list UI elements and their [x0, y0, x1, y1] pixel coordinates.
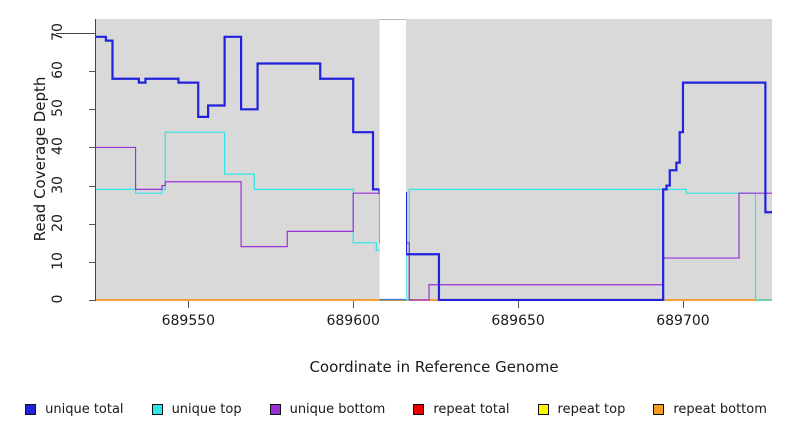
y-tick-mark: [89, 33, 96, 34]
plot-panel: [96, 19, 772, 301]
panel-background: [96, 19, 772, 301]
y-tick-mark: [89, 223, 96, 225]
x-tick-mark: [353, 301, 355, 308]
y-tick-label: 0: [50, 294, 66, 304]
y-tick-label: 30: [50, 175, 66, 194]
legend-item: repeat top: [537, 401, 626, 417]
series-line-unique-top: [96, 131, 772, 301]
legend-swatch-icon: [25, 403, 37, 415]
legend-item: unique bottom: [269, 401, 386, 417]
legend-swatch-icon: [151, 403, 163, 415]
legend: unique total unique top unique bottom repea…: [0, 398, 792, 420]
x-tick-label: 689650: [491, 313, 545, 329]
y-tick-label: 50: [50, 99, 66, 118]
y-tick-label: 20: [50, 213, 66, 232]
y-tick-label: 10: [50, 251, 66, 270]
y-tick-mark: [89, 185, 96, 187]
x-tick-label: 689550: [161, 313, 216, 329]
x-tick-mark: [682, 301, 684, 308]
y-tick-mark: [89, 261, 96, 263]
legend-item: unique total: [25, 401, 124, 417]
x-tick-label: 689600: [326, 313, 380, 329]
x-tick-mark: [188, 301, 190, 308]
legend-swatch-icon: [269, 403, 281, 415]
y-tick-mark: [89, 300, 96, 301]
y-tick-mark: [89, 147, 96, 149]
plot-canvas: [96, 19, 772, 301]
y-tick-label: 40: [50, 137, 66, 156]
legend-label: repeat top: [557, 401, 626, 417]
x-axis-title: Coordinate in Reference Genome: [309, 358, 559, 376]
legend-swatch-icon: [413, 403, 425, 415]
x-tick-label: 689700: [656, 313, 710, 329]
no-data-gap: [379, 19, 406, 300]
y-tick-label: 70: [50, 23, 66, 41]
legend-label: unique total: [45, 401, 124, 417]
series-line-unique-total: [96, 35, 772, 301]
legend-swatch-icon: [537, 403, 549, 415]
y-tick-mark: [89, 109, 96, 111]
legend-label: repeat total: [433, 401, 510, 417]
legend-item: repeat bottom: [653, 402, 767, 417]
x-tick-mark: [518, 301, 520, 308]
y-tick-label: 60: [50, 61, 66, 80]
y-axis-title: Read Coverage Depth: [31, 76, 49, 242]
legend-label: unique top: [171, 401, 242, 417]
legend-item: repeat total: [413, 401, 510, 417]
y-tick-mark: [89, 71, 96, 73]
legend-item: unique top: [151, 401, 242, 417]
legend-label: unique bottom: [289, 401, 386, 417]
legend-label: repeat bottom: [673, 401, 767, 417]
legend-swatch-icon: [653, 403, 665, 415]
